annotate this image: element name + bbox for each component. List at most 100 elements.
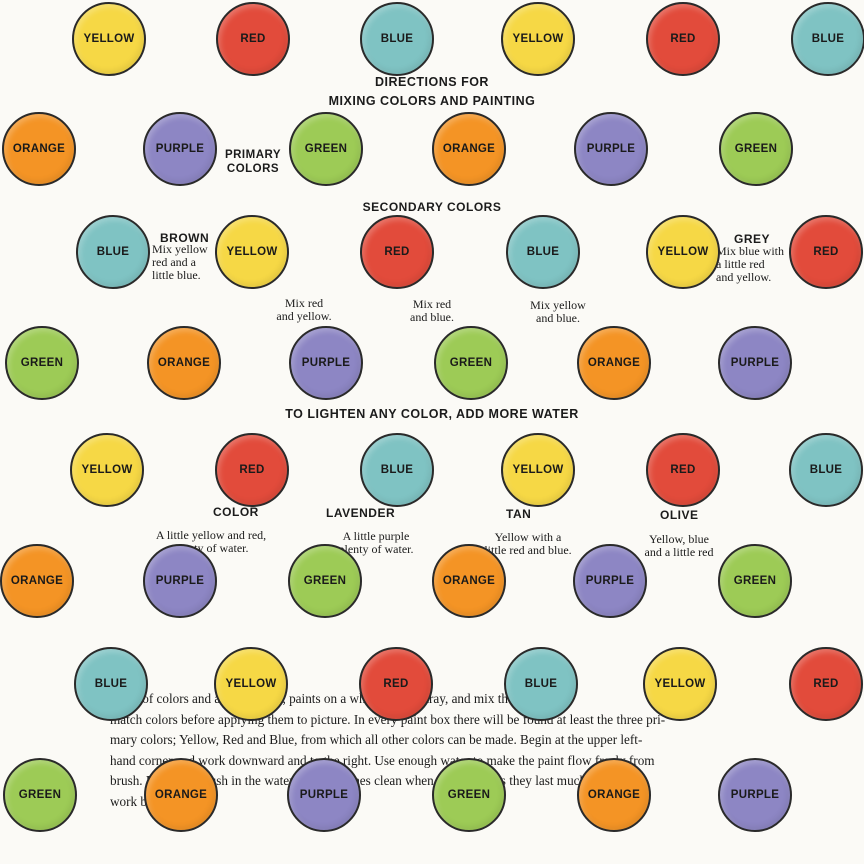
blue-dot-label: BLUE [380, 33, 414, 45]
orange-color-dot: ORANGE [432, 544, 506, 618]
yellow-color-dot: YELLOW [215, 215, 289, 289]
green-dot-label: GREEN [20, 357, 64, 369]
yellow-color-dot: YELLOW [501, 433, 575, 507]
brown-title: BROWN [160, 231, 210, 245]
green-color-dot: GREEN [289, 112, 363, 186]
yellow-color-dot: YELLOW [643, 647, 717, 721]
green-dot-label: GREEN [303, 575, 347, 587]
blue-dot-label: BLUE [526, 246, 560, 258]
brown-description: Mix yellow red and a little blue. [152, 243, 208, 282]
primary-line-2: COLORS [226, 163, 280, 175]
blue-dot-label: BLUE [380, 464, 414, 476]
lighten-heading: TO LIGHTEN ANY COLOR, ADD MORE WATER [285, 407, 579, 421]
tint-lavender-line-2: plenty of water. [338, 542, 414, 556]
primary-colors-label: PRIMARY COLORS [214, 148, 292, 176]
mix-green-line-1: Mix yellow [530, 298, 586, 312]
blue-color-dot: BLUE [504, 647, 578, 721]
red-dot-label: RED [384, 246, 410, 258]
blue-color-dot: BLUE [791, 2, 864, 76]
orange-dot-label: ORANGE [10, 575, 64, 587]
tint-olive-description: Yellow, blue and a little red [626, 533, 732, 559]
paragraph-line-5: brush. Rinse the brush in the water. Kee… [110, 773, 646, 788]
blue-color-dot: BLUE [76, 215, 150, 289]
orange-dot-label: ORANGE [157, 357, 211, 369]
blue-dot-label: BLUE [809, 464, 843, 476]
mix-orange-note: Mix red and yellow. [262, 297, 346, 323]
orange-color-dot: ORANGE [577, 326, 651, 400]
green-dot-label: GREEN [304, 143, 348, 155]
yellow-dot-label: YELLOW [226, 246, 278, 258]
green-color-dot: GREEN [434, 326, 508, 400]
yellow-dot-label: YELLOW [657, 246, 709, 258]
tint-tan-line-1: Yellow with a [494, 530, 562, 544]
red-dot-label: RED [813, 678, 839, 690]
purple-color-dot: PURPLE [573, 544, 647, 618]
mix-purple-line-2: and blue. [410, 310, 454, 324]
yellow-dot-label: YELLOW [512, 33, 564, 45]
orange-color-dot: ORANGE [577, 758, 651, 832]
orange-dot-label: ORANGE [154, 789, 208, 801]
red-color-dot: RED [646, 433, 720, 507]
purple-dot-label: PURPLE [585, 575, 635, 587]
paragraph-line-3: mary colors; Yellow, Red and Blue, from … [110, 732, 643, 747]
purple-dot-label: PURPLE [730, 789, 780, 801]
orange-color-dot: ORANGE [432, 112, 506, 186]
yellow-dot-label: YELLOW [654, 678, 706, 690]
red-color-dot: RED [789, 215, 863, 289]
purple-color-dot: PURPLE [574, 112, 648, 186]
red-dot-label: RED [670, 33, 696, 45]
blue-color-dot: BLUE [360, 433, 434, 507]
secondary-colors-heading: SECONDARY COLORS [362, 200, 502, 214]
yellow-dot-label: YELLOW [225, 678, 277, 690]
tint-color-description: A little yellow and red, plenty of water… [144, 529, 278, 555]
yellow-color-dot: YELLOW [72, 2, 146, 76]
blue-dot-label: BLUE [811, 33, 845, 45]
orange-dot-label: ORANGE [587, 357, 641, 369]
purple-dot-label: PURPLE [299, 789, 349, 801]
red-dot-label: RED [670, 464, 696, 476]
blue-dot-label: BLUE [94, 678, 128, 690]
orange-color-dot: ORANGE [144, 758, 218, 832]
blue-color-dot: BLUE [74, 647, 148, 721]
orange-dot-label: ORANGE [442, 143, 496, 155]
yellow-color-dot: YELLOW [501, 2, 575, 76]
primary-line-1: PRIMARY [224, 149, 282, 161]
orange-dot-label: ORANGE [12, 143, 66, 155]
paragraph-line-4: hand corner and work downward and to the… [110, 752, 655, 768]
red-color-dot: RED [789, 647, 863, 721]
purple-dot-label: PURPLE [301, 357, 351, 369]
tint-lavender-line-1: A little purple [342, 529, 410, 543]
grey-line-3: and yellow. [716, 270, 772, 284]
purple-color-dot: PURPLE [718, 758, 792, 832]
orange-color-dot: ORANGE [2, 112, 76, 186]
blue-dot-label: BLUE [524, 678, 558, 690]
purple-dot-label: PURPLE [730, 357, 780, 369]
paragraph-line-2: match colors before applying them to pic… [110, 711, 666, 727]
green-color-dot: GREEN [432, 758, 506, 832]
brown-line-1: Mix yellow [152, 242, 208, 256]
tint-olive-line-2: and a little red [644, 545, 714, 559]
tint-lavender-description: A little purple plenty of water. [316, 530, 436, 556]
red-dot-label: RED [383, 678, 409, 690]
green-dot-label: GREEN [734, 143, 778, 155]
red-color-dot: RED [646, 2, 720, 76]
red-color-dot: RED [215, 433, 289, 507]
mix-orange-line-1: Mix red [284, 296, 324, 310]
red-color-dot: RED [360, 215, 434, 289]
green-color-dot: GREEN [288, 544, 362, 618]
grey-line-1: Mix blue with [716, 244, 784, 258]
yellow-dot-label: YELLOW [83, 33, 135, 45]
red-color-dot: RED [359, 647, 433, 721]
purple-color-dot: PURPLE [287, 758, 361, 832]
purple-color-dot: PURPLE [143, 544, 217, 618]
yellow-color-dot: YELLOW [214, 647, 288, 721]
mix-purple-line-1: Mix red [412, 297, 452, 311]
brown-line-3: little blue. [152, 268, 201, 282]
mix-green-note: Mix yellow and blue. [516, 299, 600, 325]
blue-color-dot: BLUE [789, 433, 863, 507]
yellow-color-dot: YELLOW [646, 215, 720, 289]
green-color-dot: GREEN [5, 326, 79, 400]
heading-line-2: MIXING COLORS AND PAINTING [328, 94, 536, 108]
purple-dot-label: PURPLE [155, 575, 205, 587]
blue-dot-label: BLUE [96, 246, 130, 258]
